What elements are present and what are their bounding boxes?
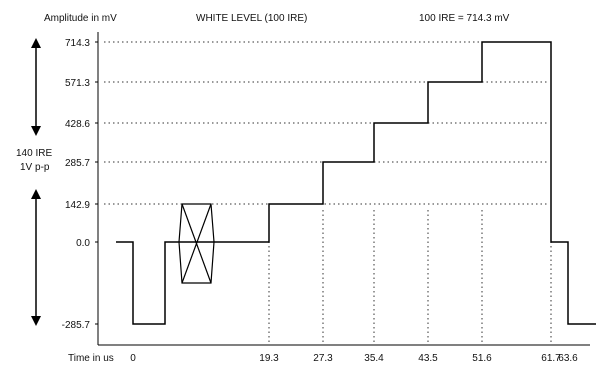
y-tick-label: 0.0 <box>76 238 90 249</box>
ire-equation: 100 IRE = 714.3 mV <box>419 13 510 24</box>
y-tick-label: 714.3 <box>65 38 90 49</box>
x-tick-label: 51.6 <box>472 353 492 364</box>
x-tick-label: 35.4 <box>364 353 384 364</box>
x-tick-labels: 0 19.3 27.3 35.4 43.5 51.6 61.763.6 <box>130 353 578 364</box>
x-tick-label: 63.6 <box>558 353 578 364</box>
y-tick-label: 428.6 <box>65 119 90 130</box>
x-axis-label: Time in us <box>68 353 114 364</box>
x-tick-label: 0 <box>130 353 136 364</box>
x-tick-label: 43.5 <box>418 353 438 364</box>
peak-to-peak-arrow <box>31 38 41 326</box>
staircase-waveform <box>116 41 596 325</box>
vertical-gridlines <box>268 210 552 342</box>
y-tick-label: 142.9 <box>65 200 90 211</box>
y-axis-label: Amplitude in mV <box>44 13 117 24</box>
y-tick-labels: 714.3 571.3 428.6 285.7 142.9 0.0 -285.7 <box>62 38 98 331</box>
vpp-span-label: 1V p-p <box>20 162 50 173</box>
ire-span-label: 140 IRE <box>16 148 52 159</box>
diagram-title: WHITE LEVEL (100 IRE) <box>196 13 307 24</box>
x-tick-label: 61.7 <box>541 353 561 364</box>
x-tick-label: 19.3 <box>259 353 279 364</box>
y-tick-label: 571.3 <box>65 78 90 89</box>
y-tick-label: 285.7 <box>65 158 90 169</box>
x-tick-label: 27.3 <box>313 353 333 364</box>
y-tick-label: -285.7 <box>62 320 91 331</box>
colorburst <box>178 203 215 284</box>
